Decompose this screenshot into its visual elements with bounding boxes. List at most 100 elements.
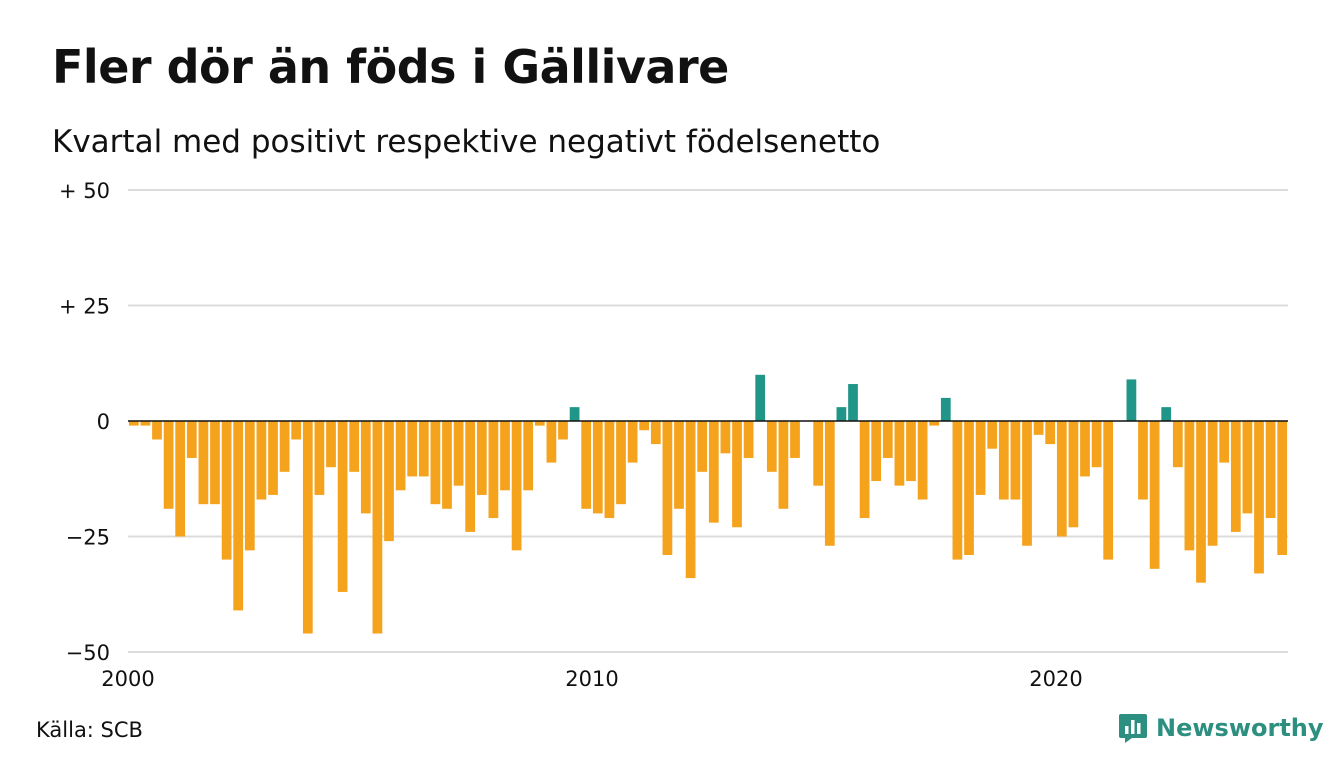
bar-2008-q1	[500, 421, 510, 491]
bar-2023-q3	[1219, 421, 1230, 463]
bar-2017-q1	[917, 421, 928, 500]
bar-2009-q3	[569, 407, 580, 421]
bar-2004-q3	[337, 421, 348, 592]
bar-2016-q2	[882, 421, 893, 458]
bar-2023-q1	[1196, 421, 1206, 583]
chart-title: Fler dör än föds i Gällivare	[52, 40, 729, 94]
bar-2004-q2	[326, 421, 336, 468]
bar-2023-q2	[1207, 421, 1218, 546]
bar-2010-q3	[616, 421, 626, 505]
bar-2013-q1	[732, 421, 742, 528]
bar-2024-q3	[1265, 421, 1276, 519]
bar-2002-q2	[233, 421, 244, 611]
bar-2005-q2	[372, 421, 383, 634]
bar-2009-q2	[558, 421, 568, 440]
bar-2003-q4	[302, 421, 313, 634]
bar-2018-q2	[975, 421, 986, 495]
bar-2016-q4	[906, 421, 916, 482]
x-tick-label: 2010	[565, 667, 618, 691]
bar-2015-q2	[836, 407, 847, 421]
bar-2010-q4	[627, 421, 638, 463]
bar-2019-q1	[1010, 421, 1021, 500]
bar-2004-q1	[314, 421, 325, 495]
bar-2006-q2	[418, 421, 429, 477]
source-note: Källa: SCB	[36, 718, 143, 742]
bar-2008-q4	[534, 421, 545, 426]
bar-2022-q2	[1161, 407, 1172, 421]
bar-2000-q3	[152, 421, 162, 440]
bar-2020-q4	[1091, 421, 1102, 468]
bar-2001-q4	[210, 421, 220, 505]
bar-2011-q2	[650, 421, 661, 445]
bar-2022-q3	[1172, 421, 1183, 468]
bar-2021-q3	[1126, 379, 1137, 421]
bar-2020-q1	[1056, 421, 1067, 537]
bar-2003-q3	[291, 421, 302, 440]
bar-2007-q2	[465, 421, 476, 532]
x-tick-label: 2000	[101, 667, 154, 691]
bar-2006-q3	[430, 421, 441, 505]
brand-name: Newsworthy	[1156, 714, 1324, 742]
y-axis-ticks: + 50 + 25 0 −25 −50	[59, 179, 110, 665]
bar-2002-q1	[221, 421, 232, 560]
bar-2012-q2	[697, 421, 708, 472]
bar-2003-q2	[279, 421, 290, 472]
bar-2015-q1	[824, 421, 835, 546]
x-tick-label: 2020	[1029, 667, 1082, 691]
y-tick-label: 0	[97, 410, 110, 434]
bar-2003-q1	[268, 421, 278, 495]
bar-2011-q4	[674, 421, 684, 509]
bar-2001-q1	[175, 421, 186, 537]
gridlines	[128, 189, 1288, 653]
bar-2015-q3	[848, 384, 858, 421]
bar-2008-q3	[523, 421, 534, 491]
bar-2001-q3	[198, 421, 209, 505]
bar-2009-q4	[581, 421, 592, 509]
bar-2013-q2	[743, 421, 754, 458]
y-tick-label: + 50	[59, 179, 110, 203]
bar-2004-q4	[349, 421, 360, 472]
x-axis-ticks: 2000 2010 2020	[101, 667, 1082, 691]
bar-2009-q1	[546, 421, 557, 463]
bar-2015-q4	[859, 421, 870, 519]
bar-2019-q4	[1045, 421, 1056, 445]
bar-2014-q2	[790, 421, 800, 458]
bar-2005-q3	[384, 421, 394, 542]
bar-2018-q3	[987, 421, 998, 449]
bar-2006-q4	[442, 421, 452, 509]
bar-2002-q4	[256, 421, 267, 500]
bar-2022-q1	[1149, 421, 1160, 569]
bar-2017-q2	[929, 421, 940, 426]
bar-2017-q4	[952, 421, 963, 560]
bar-2010-q2	[604, 421, 615, 519]
y-tick-label: + 25	[59, 295, 110, 319]
bar-2023-q4	[1230, 421, 1241, 532]
bar-2024-q2	[1254, 421, 1264, 574]
bar-chart: + 50 + 25 0 −25 −50 2000 2010 2020	[59, 179, 1288, 691]
bar-2012-q1	[685, 421, 696, 579]
bar-2010-q1	[592, 421, 603, 514]
bar-2000-q4	[163, 421, 174, 509]
bar-2007-q3	[476, 421, 487, 495]
bar-2001-q2	[186, 421, 197, 458]
bar-2018-q4	[998, 421, 1009, 500]
bar-2008-q2	[511, 421, 522, 551]
bar-2017-q3	[940, 397, 951, 421]
bar-2007-q4	[488, 421, 499, 519]
bar-2000-q2	[140, 421, 151, 426]
bar-2018-q1	[964, 421, 974, 555]
bar-2016-q1	[871, 421, 882, 482]
bar-2012-q3	[708, 421, 719, 523]
bar-2021-q1	[1103, 421, 1114, 560]
bar-2007-q1	[453, 421, 464, 486]
newsworthy-brand: Newsworthy	[1118, 712, 1324, 744]
bars	[128, 374, 1288, 634]
y-tick-label: −50	[66, 641, 110, 665]
newsworthy-logo-icon	[1119, 714, 1147, 743]
bar-2005-q1	[360, 421, 371, 514]
bar-2019-q2	[1022, 421, 1032, 546]
bar-2020-q3	[1080, 421, 1090, 477]
bar-2019-q3	[1033, 421, 1044, 435]
bar-2011-q3	[662, 421, 673, 555]
bar-2020-q2	[1068, 421, 1079, 528]
